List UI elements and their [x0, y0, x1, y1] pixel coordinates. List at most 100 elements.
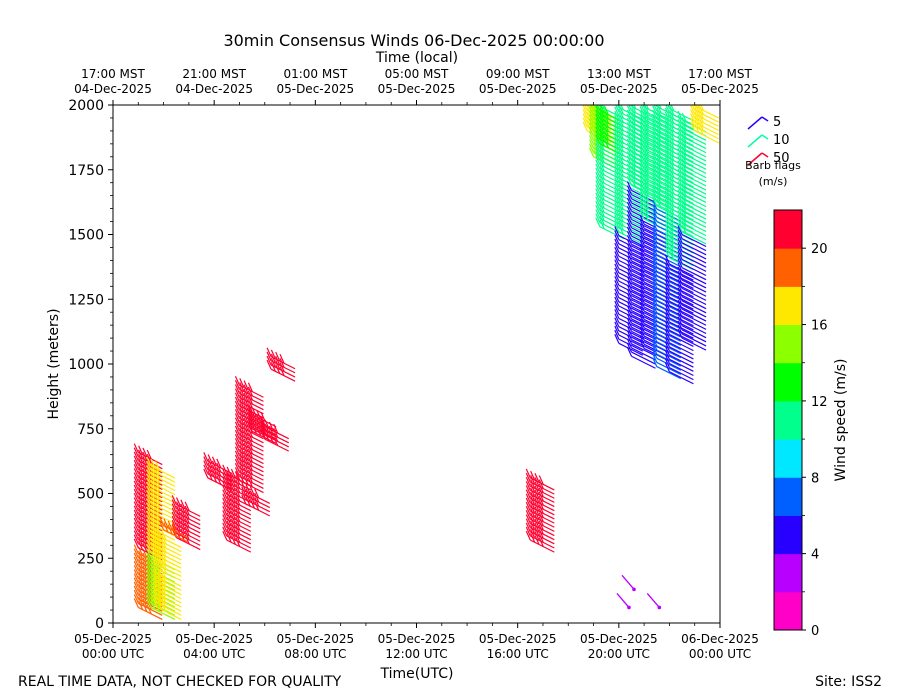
barb-shaft	[681, 329, 707, 343]
barb-feather	[245, 484, 251, 494]
barb-feather	[171, 507, 177, 518]
barb-feather	[595, 105, 601, 116]
barb-feather	[146, 456, 152, 467]
barb-feather	[652, 196, 658, 207]
wind-barb	[677, 233, 707, 256]
barb-feather	[639, 223, 645, 233]
barb-feather	[677, 225, 683, 235]
wind-barb	[667, 105, 694, 122]
barb-feather	[525, 526, 531, 537]
barb-feather	[614, 267, 620, 278]
barb-feather	[230, 468, 237, 479]
x-tick-date: 05-Dec-2025	[479, 632, 557, 646]
top-tick-time: 21:00 MST	[182, 67, 246, 81]
barb-feather	[652, 184, 658, 194]
colorbar-label: Wind speed (m/s)	[833, 359, 849, 482]
barb-feather	[222, 522, 228, 533]
barb-shaft	[656, 332, 682, 346]
barb-feather	[525, 477, 531, 487]
barb-feather	[234, 380, 241, 390]
barb-feather	[639, 139, 645, 149]
barb-feather	[652, 307, 658, 318]
barb-feather	[603, 105, 610, 116]
barb-feather	[652, 328, 658, 338]
wind-barb	[652, 311, 682, 334]
wind-barb	[652, 353, 682, 375]
wind-barb	[152, 526, 182, 548]
barb-shaft	[681, 250, 707, 264]
barb-feather	[171, 503, 177, 513]
barb-feather	[226, 466, 232, 477]
barb-feather	[146, 506, 152, 517]
barb-feather	[146, 577, 152, 587]
wind-barb	[626, 338, 656, 361]
barb-feather	[677, 181, 683, 191]
barb-feather	[234, 409, 241, 419]
barb-feather	[626, 330, 633, 340]
barb-feather	[595, 163, 601, 174]
barb-feather	[171, 499, 177, 509]
barb-feather	[652, 155, 658, 165]
barb-feather	[626, 293, 633, 303]
barb-feather	[677, 127, 683, 137]
barb-feather	[222, 510, 228, 520]
barb-shaft	[631, 355, 656, 369]
y-tick-label: 0	[95, 616, 104, 632]
barb-feather	[652, 126, 658, 136]
barb-shaft	[681, 271, 707, 285]
barb-shaft	[656, 316, 682, 330]
barb-shaft	[681, 333, 707, 347]
barb-feather	[595, 109, 601, 120]
barb-feather	[664, 140, 670, 151]
barb-group	[133, 105, 719, 620]
barb-feather	[222, 472, 228, 483]
barb-feather	[677, 245, 683, 256]
legend-barb-feather	[761, 116, 769, 122]
barb-feather	[626, 105, 633, 116]
barb-feather	[664, 263, 670, 273]
barb-shaft	[631, 351, 656, 365]
barb-feather	[596, 105, 601, 111]
barb-feather	[639, 235, 645, 246]
barb-feather	[234, 446, 241, 456]
barb-feather	[652, 113, 658, 124]
barb-feather	[639, 301, 645, 312]
barb-feather	[664, 296, 670, 306]
barb-feather	[530, 470, 536, 481]
barb-feather	[677, 131, 683, 141]
barb-feather	[222, 501, 228, 512]
barb-feather	[614, 189, 620, 200]
colorbar-segment	[774, 286, 802, 326]
barb-feather	[652, 315, 658, 326]
barb-feather	[538, 475, 544, 485]
barb-feather	[652, 274, 658, 284]
barb-feather	[677, 135, 683, 146]
barb-feather	[146, 510, 152, 521]
speed-colorbar: 0 4 8 12 16 20 Wind speed (m/s)	[773, 209, 849, 639]
barb-feather	[677, 143, 683, 154]
x-tick-date: 05-Dec-2025	[276, 632, 354, 646]
barb-feather	[626, 288, 633, 299]
barb-feather	[652, 336, 658, 347]
legend-barb-shaft	[747, 134, 763, 148]
barb-origin	[627, 605, 631, 610]
barb-feather	[222, 518, 228, 528]
barb-feather	[203, 468, 209, 479]
wind-barb	[664, 329, 694, 352]
barb-feather	[690, 113, 696, 123]
barb-feather	[652, 192, 658, 203]
wind-barb	[677, 241, 707, 264]
barb-feather	[159, 516, 165, 526]
barb-feather	[614, 271, 620, 282]
barb-feather	[639, 297, 645, 308]
barb-shaft	[669, 354, 694, 368]
barb-feather	[614, 193, 620, 204]
wind-barb	[171, 495, 201, 517]
barb-feather	[626, 130, 633, 140]
barb-feather	[614, 284, 620, 294]
barb-feather	[152, 542, 158, 553]
wind-barb	[677, 262, 707, 285]
barb-feather	[652, 311, 658, 322]
barb-feather	[614, 177, 620, 187]
wind-barb	[222, 522, 252, 545]
